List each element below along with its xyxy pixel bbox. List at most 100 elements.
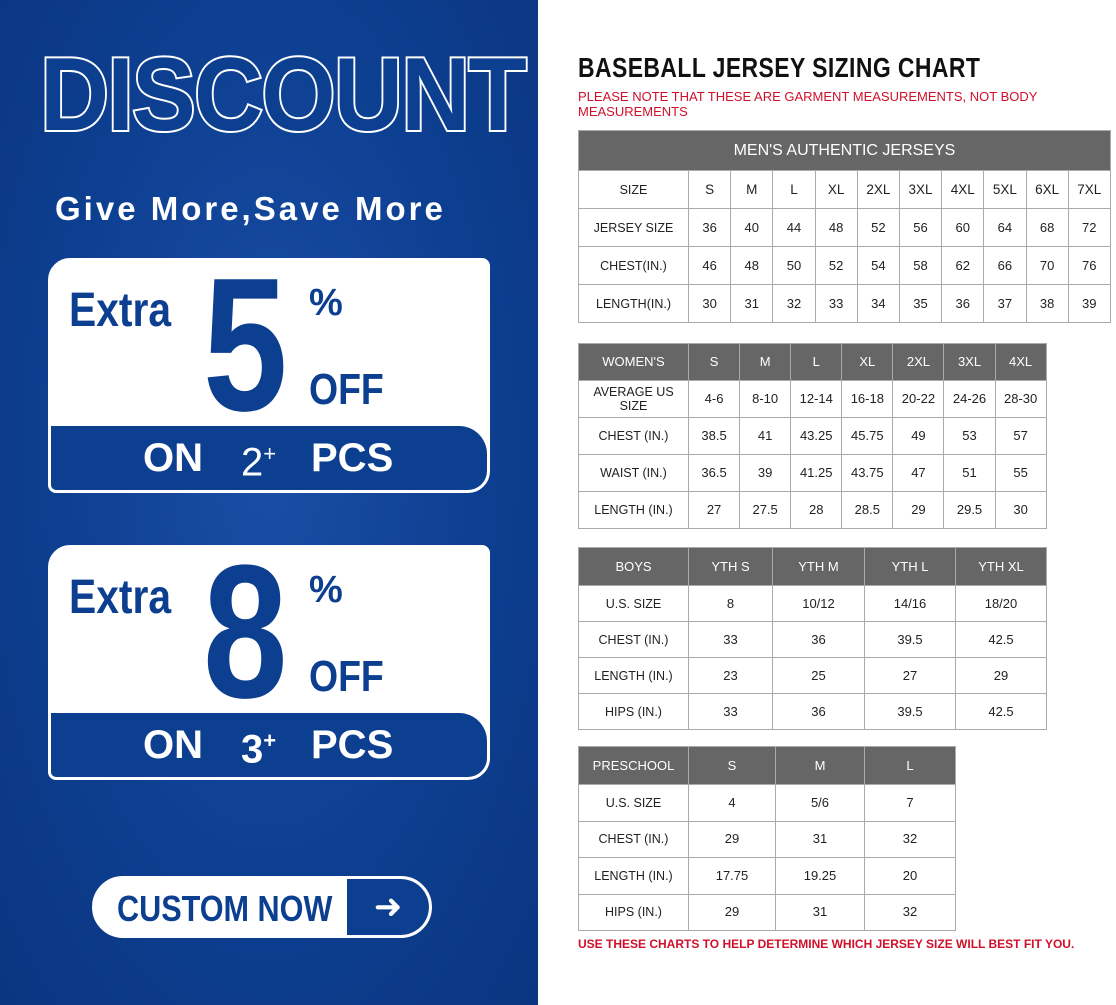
table-cell: 29 — [688, 893, 776, 931]
table-cell: 23 — [688, 657, 773, 694]
table-cell: 33 — [688, 621, 773, 658]
table-cell: 25 — [772, 657, 865, 694]
row-label: LENGTH (IN.) — [578, 657, 689, 694]
header-cell: PRESCHOOL — [578, 746, 689, 785]
table-cell: 36 — [687, 208, 732, 247]
table-cell: 62 — [941, 246, 985, 285]
table-cell: 60 — [941, 208, 985, 247]
table-cell: 70 — [1025, 246, 1069, 285]
header-cell: 5XL — [983, 170, 1027, 209]
header-cell: 6XL — [1025, 170, 1069, 209]
table-cell: 28-30 — [994, 380, 1047, 418]
header-cell: S — [688, 746, 776, 785]
table-cell: 28.5 — [841, 491, 894, 529]
table-cell: 47 — [892, 454, 945, 492]
table-cell: 56 — [898, 208, 943, 247]
table-cell: 19.25 — [775, 857, 865, 895]
table-cell: 16-18 — [841, 380, 894, 418]
row-label: LENGTH(IN.) — [578, 284, 689, 323]
table-row: CHEST (IN.) 29 31 32 — [578, 820, 956, 858]
table-cell: 68 — [1025, 208, 1069, 247]
sizing-chart-panel: BASEBALL JERSEY SIZING CHART PLEASE NOTE… — [538, 0, 1116, 1005]
arrow-right-icon: ➜ — [347, 879, 429, 935]
table-cell: 39.5 — [864, 693, 956, 730]
table-row: LENGTH (IN.) 27 27.5 28 28.5 29 29.5 30 — [578, 491, 1047, 529]
table-cell: 4-6 — [687, 380, 741, 418]
table-cell: 72 — [1067, 208, 1111, 247]
table-cell: 33 — [688, 693, 773, 730]
table-cell: 36 — [772, 621, 865, 658]
table-cell: 36 — [772, 693, 865, 730]
header-cell: 3XL — [898, 170, 943, 209]
table-cell: 42.5 — [955, 621, 1047, 658]
table-cell: 39 — [1067, 284, 1111, 323]
table-cell: 29 — [955, 657, 1047, 694]
chart-note: PLEASE NOTE THAT THESE ARE GARMENT MEASU… — [578, 89, 1038, 119]
header-cell: S — [687, 343, 741, 381]
header-cell: YTH L — [864, 547, 956, 586]
chart-footer: USE THESE CHARTS TO HELP DETERMINE WHICH… — [578, 937, 1075, 951]
header-cell: SIZE — [578, 170, 689, 209]
table-cell: 39 — [739, 454, 792, 492]
table-cell: 30 — [994, 491, 1047, 529]
table-cell: 27 — [687, 491, 741, 529]
table-cell: 38.5 — [687, 417, 741, 455]
table-row: LENGTH(IN.) 30 31 32 33 34 35 36 37 38 39 — [578, 284, 1111, 323]
header-cell: 7XL — [1067, 170, 1111, 209]
offer-percent: % — [309, 282, 343, 324]
header-cell: S — [687, 170, 732, 209]
header-cell: M — [739, 343, 792, 381]
offer-pcs: PCS — [311, 436, 394, 480]
table-cell: 20 — [864, 857, 956, 895]
table-cell: 36 — [941, 284, 985, 323]
table-cell: 5/6 — [775, 784, 865, 822]
table-cell: 34 — [856, 284, 900, 323]
row-label: HIPS (IN.) — [578, 893, 689, 931]
table-cell: 42.5 — [955, 693, 1047, 730]
header-cell: M — [730, 170, 774, 209]
table-cell: 29 — [688, 820, 776, 858]
offer-extra: Extra — [69, 284, 172, 337]
qty-value: 3 — [241, 727, 264, 772]
offer-band: ON 2+ PCS — [51, 426, 487, 490]
table-cell: 36.5 — [687, 454, 741, 492]
table-caption: MEN'S AUTHENTIC JERSEYS — [578, 130, 1111, 171]
table-cell: 12-14 — [790, 380, 843, 418]
table-row: LENGTH (IN.) 17.75 19.25 20 — [578, 857, 956, 895]
table-cell: 17.75 — [688, 857, 776, 895]
row-label: U.S. SIZE — [578, 585, 689, 622]
row-label: LENGTH (IN.) — [578, 491, 689, 529]
offer-value: 5 — [203, 258, 288, 451]
table-cell: 33 — [814, 284, 858, 323]
row-label: JERSEY SIZE — [578, 208, 689, 247]
row-label: CHEST (IN.) — [578, 820, 689, 858]
table-cell: 44 — [772, 208, 816, 247]
table-cell: 52 — [814, 246, 858, 285]
table-cell: 32 — [864, 820, 956, 858]
qty-plus: + — [263, 727, 277, 753]
custom-now-button[interactable]: CUSTOM NOW ➜ — [92, 876, 432, 938]
header-cell: M — [775, 746, 865, 785]
table-cell: 48 — [730, 246, 774, 285]
table-cell: 50 — [772, 246, 816, 285]
tagline: Give More,Save More — [55, 190, 446, 227]
table-cell: 53 — [943, 417, 996, 455]
promo-panel: DISCOUNT Give More,Save More Extra 5 % O… — [0, 0, 538, 1005]
table-cell: 28 — [790, 491, 843, 529]
table-row: HIPS (IN.) 29 31 32 — [578, 893, 956, 931]
mens-table: MEN'S AUTHENTIC JERSEYS SIZE S M L XL 2XL 3XL 4X… — [578, 130, 1111, 323]
table-row: HIPS (IN.) 33 36 39.5 42.5 — [578, 693, 1047, 730]
table-cell: 37 — [983, 284, 1027, 323]
table-cell: 8 — [688, 585, 773, 622]
offer-off: OFF — [309, 652, 384, 701]
header-cell: XL — [841, 343, 894, 381]
table-header-row: PRESCHOOL S M L — [578, 746, 956, 785]
header-cell: YTH S — [688, 547, 773, 586]
offer-pcs: PCS — [311, 723, 394, 767]
table-cell: 45.75 — [841, 417, 894, 455]
table-cell: 32 — [772, 284, 816, 323]
table-cell: 52 — [856, 208, 900, 247]
offer-card-2: Extra 8 % OFF ON 3+ PCS — [48, 545, 490, 780]
offer-value: 8 — [203, 545, 288, 738]
qty-value: 2 — [241, 440, 264, 485]
